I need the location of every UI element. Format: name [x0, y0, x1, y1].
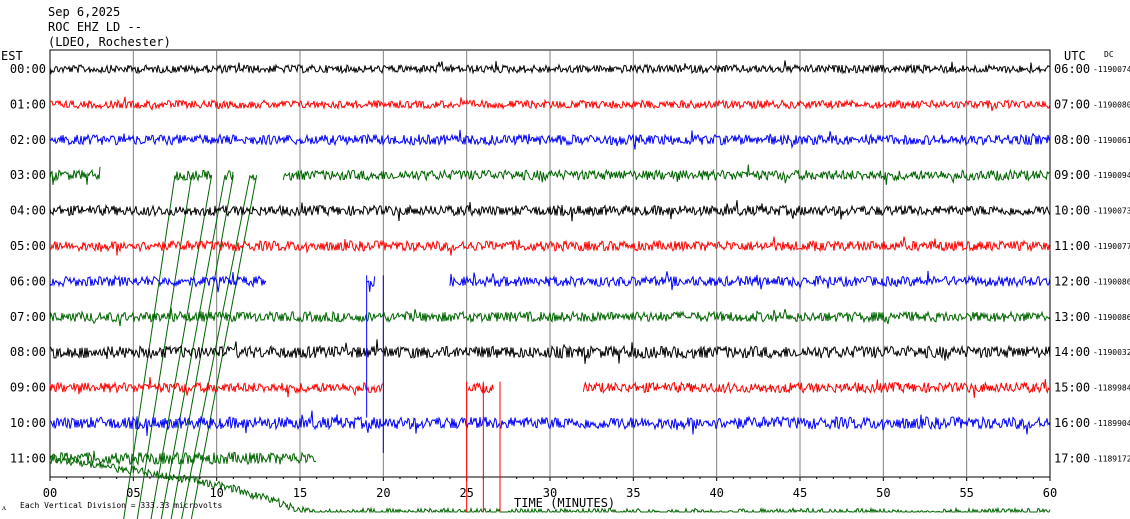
est-row-label: 02:00 [10, 133, 46, 147]
header-station: ROC EHZ LD -- [48, 20, 142, 34]
x-tick-label: 40 [709, 486, 723, 500]
left-timezone-label: EST [1, 49, 23, 63]
dc-offset-label: -1190080 [1093, 100, 1130, 109]
trace-segment [224, 169, 234, 181]
grid-lines [49, 49, 1051, 481]
header-network: (LDEO, Rochester) [48, 35, 171, 49]
est-row-label: 11:00 [10, 451, 46, 465]
est-row-label: 08:00 [10, 345, 46, 359]
x-tick-label: 45 [793, 486, 807, 500]
seismic-traces [49, 60, 1051, 514]
utc-row-label: 08:00 [1054, 133, 1090, 147]
x-tick-label: 00 [43, 486, 57, 500]
x-tick-label: 20 [376, 486, 390, 500]
trace-segment [49, 410, 1051, 436]
dc-offset-label: -1189172 [1093, 454, 1130, 463]
trace-segment [49, 60, 1051, 75]
diagonal-trace-line [123, 175, 176, 519]
header-date: Sep 6,2025 [48, 5, 120, 19]
diagonal-traces [123, 175, 258, 519]
est-row-label: 01:00 [10, 97, 46, 111]
utc-row-label: 15:00 [1054, 381, 1090, 395]
trace-segment [49, 307, 1051, 327]
dc-label: DC [1104, 50, 1114, 59]
est-row-label: 04:00 [10, 204, 46, 218]
utc-row-label: 16:00 [1054, 416, 1090, 430]
dc-offset-label: -1190073 [1093, 207, 1130, 216]
trace-segment [366, 276, 376, 292]
utc-row-label: 11:00 [1054, 239, 1090, 253]
x-tick-label: 60 [1043, 486, 1057, 500]
est-row-label: 07:00 [10, 310, 46, 324]
right-timezone-label: UTC [1064, 49, 1086, 63]
trace-segment [449, 270, 1051, 291]
diagonal-trace-line [136, 175, 193, 519]
trace-segment [467, 381, 494, 394]
trace-segment [49, 236, 1051, 256]
footer-icon: ᴧ [2, 503, 6, 512]
dc-offset-label: -1190077 [1093, 242, 1130, 251]
utc-row-label: 17:00 [1054, 451, 1090, 465]
footer-note: Each Vertical Division = 333.33 microvol… [20, 501, 222, 510]
dc-offset-label: -1190061 [1093, 136, 1130, 145]
x-tick-label: 05 [126, 486, 140, 500]
dc-offset-label: -1190074 [1093, 65, 1130, 74]
trace-segment [49, 129, 1051, 150]
utc-row-label: 10:00 [1054, 204, 1090, 218]
est-row-label: 05:00 [10, 239, 46, 253]
utc-row-label: 14:00 [1054, 345, 1090, 359]
trace-segment [249, 174, 257, 182]
est-row-label: 09:00 [10, 381, 46, 395]
utc-row-label: 06:00 [1054, 62, 1090, 76]
trace-segment [49, 450, 317, 467]
dc-offset-label: -1190094 [1093, 171, 1130, 180]
x-tick-label: 55 [959, 486, 973, 500]
est-row-label: 00:00 [10, 62, 46, 76]
diagonal-trace-line [181, 175, 251, 519]
trace-segment [49, 272, 267, 293]
trace-segment [282, 164, 1050, 185]
trace-segment [174, 170, 212, 183]
diagonal-trace-line [190, 175, 258, 519]
utc-row-label: 09:00 [1054, 168, 1090, 182]
est-row-label: 10:00 [10, 416, 46, 430]
dc-offset-label: -1190032 [1093, 348, 1130, 357]
utc-row-label: 13:00 [1054, 310, 1090, 324]
x-tick-label: 25 [459, 486, 473, 500]
x-tick-label: 10 [209, 486, 223, 500]
x-axis-title: TIME (MINUTES) [514, 496, 615, 510]
dc-offset-label: -1190086 [1093, 277, 1130, 286]
x-tick-label: 30 [543, 486, 557, 500]
dc-offset-label: -1190086 [1093, 313, 1130, 322]
trace-segment [49, 96, 1051, 112]
trace-segment [49, 166, 101, 185]
utc-row-label: 07:00 [1054, 97, 1090, 111]
x-tick-label: 35 [626, 486, 640, 500]
diagonal-trace-line [170, 175, 234, 519]
x-tick-label: 15 [293, 486, 307, 500]
trace-segment [49, 339, 1051, 364]
dc-offset-label: -1189904 [1093, 419, 1130, 428]
diagonal-trace-line [160, 175, 226, 519]
est-row-label: 06:00 [10, 274, 46, 288]
drift-trace [49, 455, 1051, 514]
x-tick-label: 50 [876, 486, 890, 500]
est-row-label: 03:00 [10, 168, 46, 182]
trace-segment [49, 200, 1051, 222]
trace-segment [582, 379, 1050, 399]
diagonal-trace-line [150, 175, 213, 519]
dc-offset-label: -1189984 [1093, 384, 1130, 393]
trace-segment [49, 376, 384, 398]
utc-row-label: 12:00 [1054, 274, 1090, 288]
